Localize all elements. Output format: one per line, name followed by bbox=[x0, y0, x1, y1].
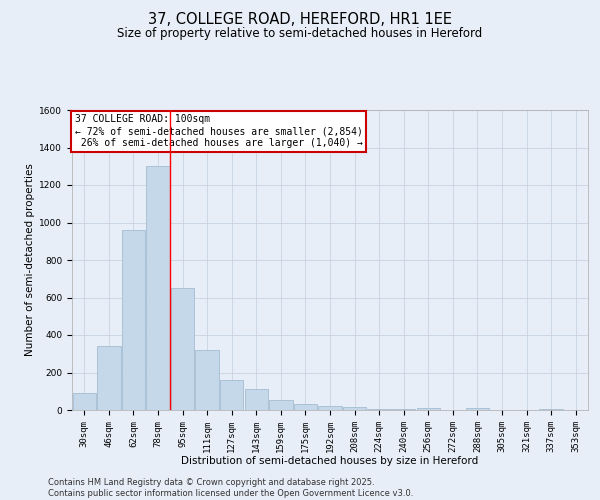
Bar bbox=[122, 230, 145, 410]
Bar bbox=[343, 407, 366, 410]
Bar bbox=[245, 390, 268, 410]
Bar bbox=[146, 166, 170, 410]
Bar bbox=[319, 406, 341, 410]
Bar bbox=[97, 346, 121, 410]
Bar bbox=[171, 288, 194, 410]
Bar bbox=[73, 393, 96, 410]
Bar bbox=[416, 408, 440, 410]
Bar bbox=[294, 404, 317, 410]
Bar bbox=[466, 408, 489, 410]
Y-axis label: Number of semi-detached properties: Number of semi-detached properties bbox=[25, 164, 35, 356]
Bar bbox=[367, 409, 391, 410]
Bar bbox=[269, 400, 293, 410]
Text: Contains HM Land Registry data © Crown copyright and database right 2025.
Contai: Contains HM Land Registry data © Crown c… bbox=[48, 478, 413, 498]
Text: Size of property relative to semi-detached houses in Hereford: Size of property relative to semi-detach… bbox=[118, 28, 482, 40]
Text: 37 COLLEGE ROAD: 100sqm
← 72% of semi-detached houses are smaller (2,854)
 26% o: 37 COLLEGE ROAD: 100sqm ← 72% of semi-de… bbox=[74, 114, 362, 148]
Bar bbox=[196, 350, 219, 410]
Bar bbox=[539, 409, 563, 410]
Bar bbox=[220, 380, 244, 410]
X-axis label: Distribution of semi-detached houses by size in Hereford: Distribution of semi-detached houses by … bbox=[181, 456, 479, 466]
Text: 37, COLLEGE ROAD, HEREFORD, HR1 1EE: 37, COLLEGE ROAD, HEREFORD, HR1 1EE bbox=[148, 12, 452, 28]
